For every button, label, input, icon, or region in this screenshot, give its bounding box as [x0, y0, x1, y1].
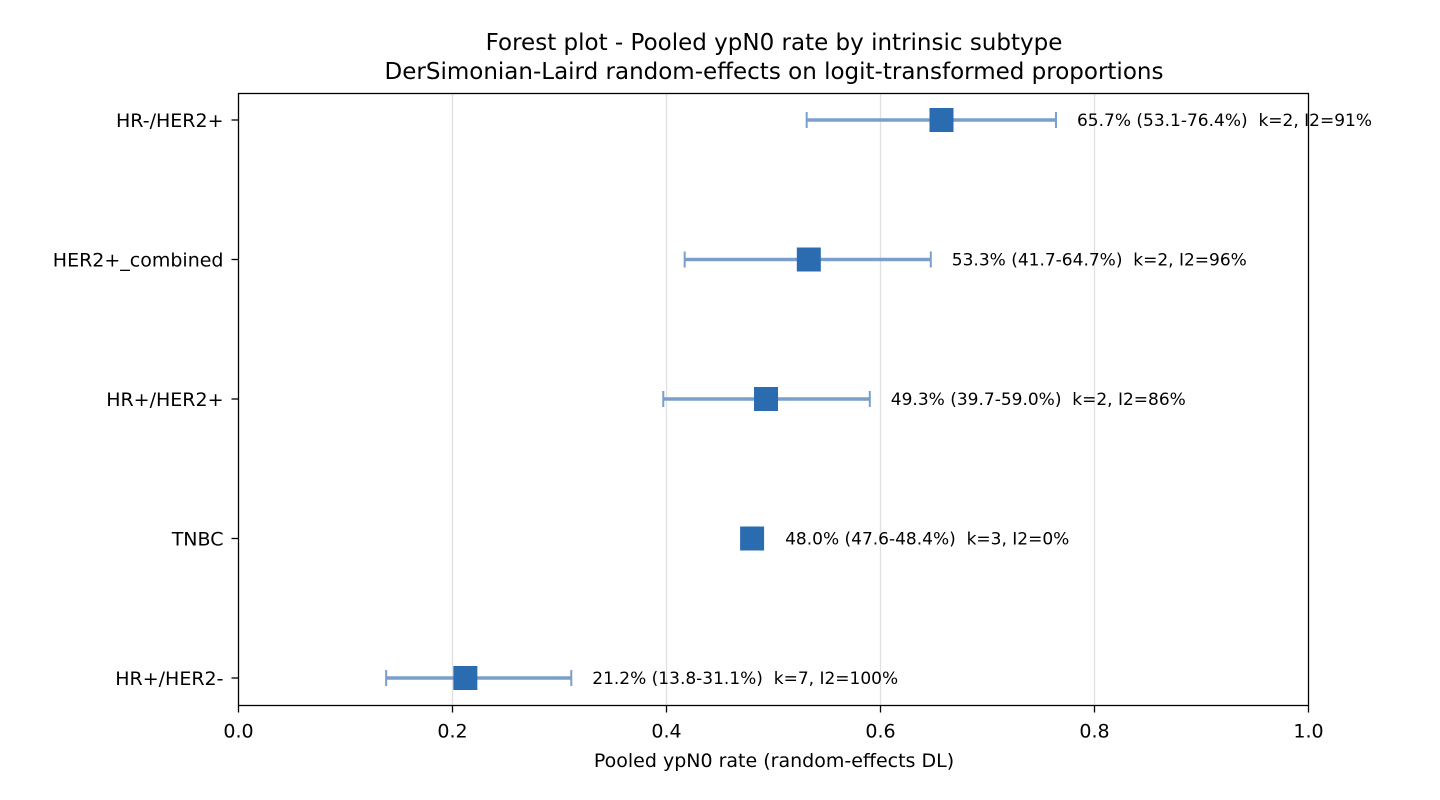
x-tick-label: 0.6 — [865, 721, 895, 743]
point-estimates — [453, 108, 954, 690]
point-estimate — [453, 666, 478, 690]
x-tick-label: 0.0 — [223, 721, 253, 743]
chart-title: Forest plot - Pooled ypN0 rate by intrin… — [486, 30, 1063, 56]
y-tick-label: TNBC — [171, 529, 224, 551]
y-tick-label: HR-/HER2+ — [116, 110, 223, 132]
y-tick-label: HER2+_combined — [53, 250, 224, 272]
point-estimate — [796, 247, 821, 272]
point-estimate — [740, 526, 765, 551]
data-labels: 65.7% (53.1-76.4%) k=2, I2=91% 53.3% (41.… — [592, 111, 1372, 689]
chart-subtitle: DerSimonian-Laird random-effects on logi… — [385, 59, 1164, 85]
x-tick-label: 0.4 — [651, 721, 681, 743]
data-label: 21.2% (13.8-31.1%) k=7, I2=100% — [592, 669, 898, 689]
data-label: 65.7% (53.1-76.4%) k=2, I2=91% — [1077, 111, 1372, 131]
x-tick-label: 1.0 — [1293, 721, 1323, 743]
ci-bar — [385, 670, 573, 686]
x-tick-label: 0.2 — [437, 721, 467, 743]
data-label: 48.0% (47.6-48.4%) k=3, I2=0% — [785, 530, 1069, 550]
point-estimate — [754, 387, 779, 411]
x-axis-label: Pooled ypN0 rate (random-effects DL) — [594, 750, 954, 772]
y-tick-label: HR+/HER2- — [115, 668, 223, 690]
data-label: 49.3% (39.7-59.0%) k=2, I2=86% — [891, 390, 1186, 410]
point-estimate — [929, 108, 954, 132]
y-tick-label: HR+/HER2+ — [106, 389, 223, 411]
data-label: 53.3% (41.7-64.7%) k=2, I2=96% — [952, 251, 1247, 271]
grid-lines — [451, 93, 1096, 706]
x-tick-label: 0.8 — [1079, 721, 1109, 743]
y-axis: HR-/HER2+ HER2+_combined HR+/HER2+ TNBC HR+/… — [53, 110, 239, 690]
x-axis: 0.0 0.2 0.4 0.6 0.8 1.0 — [223, 705, 1324, 743]
